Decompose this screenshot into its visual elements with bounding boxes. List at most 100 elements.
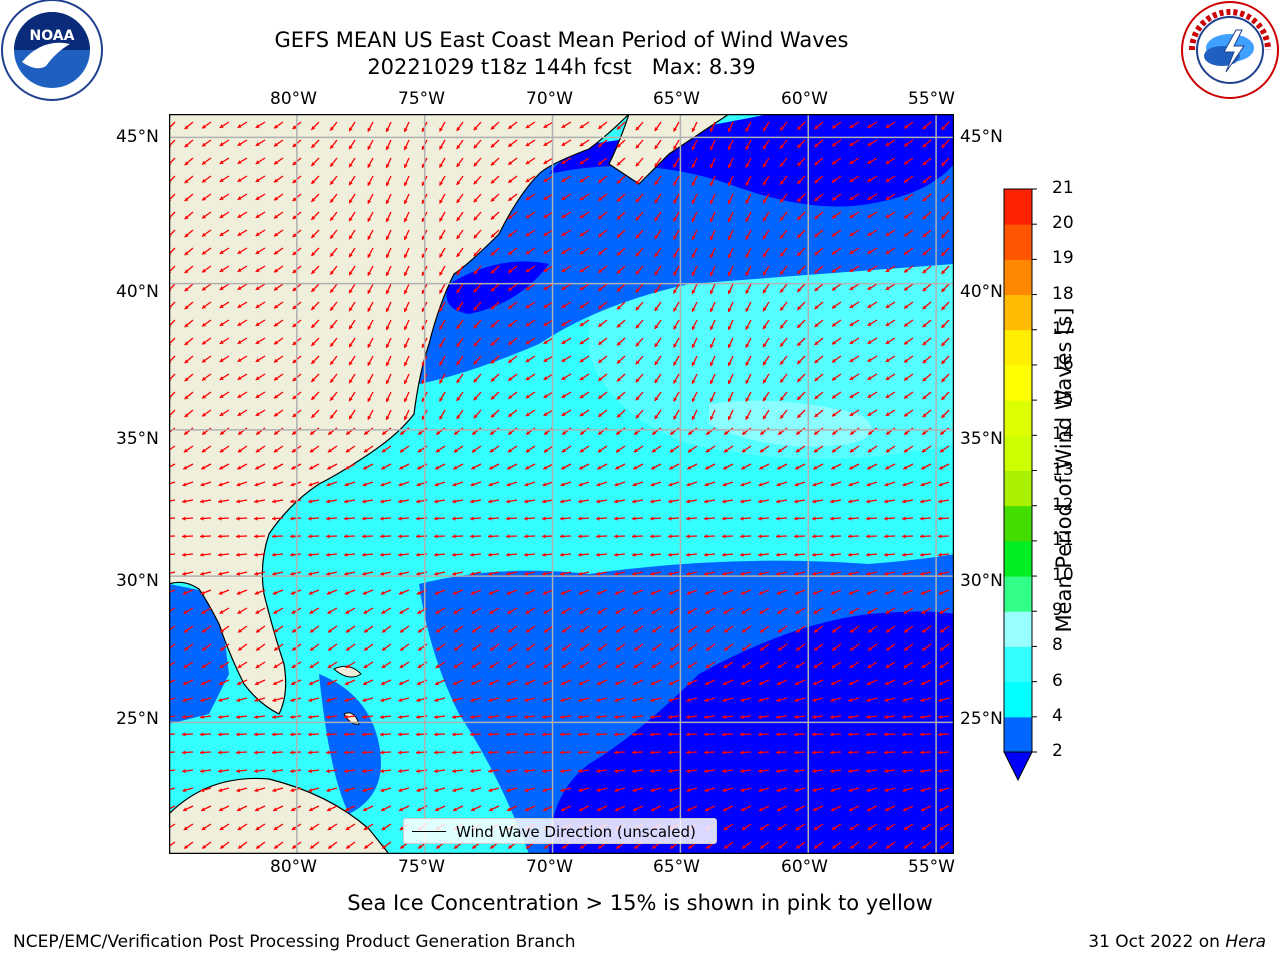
colorbar-segment [1004, 611, 1032, 647]
wave-arrow [561, 229, 572, 237]
wave-arrow [290, 769, 302, 774]
wave-arrow [434, 697, 446, 703]
wave-arrow [814, 283, 824, 292]
wave-arrow [831, 283, 842, 291]
wave-arrow [814, 175, 824, 184]
wave-arrow [704, 463, 716, 470]
wave-arrow [255, 661, 266, 669]
wave-arrow [745, 391, 752, 403]
wave-arrow [884, 697, 896, 703]
colorbar-segment [1004, 716, 1032, 753]
wave-arrow [488, 589, 500, 595]
wave-arrow [434, 787, 446, 793]
wave-arrow [329, 193, 338, 204]
wave-arrow [703, 534, 716, 539]
wave-arrow [920, 697, 932, 703]
wave-arrow [579, 625, 590, 633]
wave-arrow [691, 301, 698, 313]
wave-arrow [218, 481, 230, 487]
wave-arrow [722, 714, 734, 720]
wave-arrow [308, 714, 320, 720]
wave-arrow [635, 229, 644, 239]
wave-arrow [542, 805, 554, 812]
wave-arrow [691, 319, 698, 331]
wave-arrow [417, 625, 428, 633]
wave-arrow [201, 823, 212, 831]
wave-arrow [579, 193, 590, 201]
right-lat-label: 35°N [960, 429, 1003, 449]
wave-arrow [542, 769, 554, 774]
wave-arrow [541, 534, 554, 539]
wave-arrow [456, 283, 464, 294]
wave-arrow [727, 283, 734, 295]
wave-arrow [452, 787, 464, 793]
wave-arrow [796, 319, 806, 329]
wave-arrow [831, 247, 842, 255]
wave-arrow [201, 265, 212, 273]
wave-arrow [794, 499, 806, 504]
wave-arrow [615, 427, 626, 436]
wave-arrow [219, 841, 230, 850]
wave-arrow [597, 373, 608, 382]
wave-arrow [849, 661, 860, 669]
wave-arrow [579, 661, 590, 669]
wave-arrow [403, 283, 410, 295]
wave-arrow [597, 283, 608, 292]
wave-arrow [435, 607, 446, 615]
wave-arrow [506, 463, 518, 470]
wave-arrow [813, 625, 824, 633]
wave-arrow [326, 714, 338, 720]
wave-arrow [201, 211, 212, 219]
wave-arrow [578, 679, 590, 686]
wave-arrow [814, 319, 824, 328]
wave-arrow [775, 534, 788, 539]
wave-arrow [490, 175, 500, 184]
wave-arrow [691, 211, 698, 223]
ocean-layer-deep-nearshore [446, 261, 549, 314]
wave-arrow [310, 373, 320, 383]
wave-arrow [902, 714, 914, 720]
wave-arrow [632, 769, 644, 774]
wave-arrow [920, 589, 932, 595]
wave-arrow [793, 732, 806, 737]
wave-arrow [348, 121, 356, 132]
wave-arrow [669, 643, 680, 652]
wave-arrow [849, 445, 860, 453]
wave-arrow [237, 229, 248, 237]
wave-arrow [867, 319, 878, 327]
wave-arrow [849, 823, 860, 831]
wave-arrow [345, 607, 356, 615]
wave-arrow [272, 769, 284, 774]
wave-arrow [523, 534, 536, 539]
wave-arrow [310, 409, 320, 419]
wave-arrow [762, 229, 770, 240]
wave-arrow [329, 301, 338, 312]
wave-arrow [616, 409, 626, 418]
wave-arrow [325, 552, 338, 557]
wave-arrow [632, 787, 644, 793]
wave-arrow [272, 697, 284, 703]
wave-arrow [273, 121, 284, 129]
wave-arrow [525, 607, 536, 615]
footer-date-text: 31 Oct 2022 on [1088, 932, 1226, 952]
wave-arrow [709, 283, 716, 295]
wave-arrow [812, 787, 824, 793]
wave-arrow [309, 643, 320, 652]
wave-arrow [456, 121, 464, 132]
wave-arrow [885, 391, 896, 399]
wave-arrow [398, 589, 410, 595]
wave-arrow [253, 552, 266, 557]
wave-arrow [255, 427, 266, 436]
wave-arrow [329, 355, 338, 366]
wave-arrow [920, 571, 932, 576]
wave-arrow [704, 697, 716, 703]
wave-arrow [615, 445, 626, 453]
wave-arrow [183, 607, 194, 615]
wave-arrow [597, 643, 608, 652]
wave-arrow [635, 157, 644, 167]
wave-arrow [903, 427, 914, 436]
wave-arrow [200, 697, 212, 703]
wave-arrow [885, 121, 896, 129]
wave-arrow [614, 714, 626, 720]
wave-arrow [685, 750, 698, 755]
